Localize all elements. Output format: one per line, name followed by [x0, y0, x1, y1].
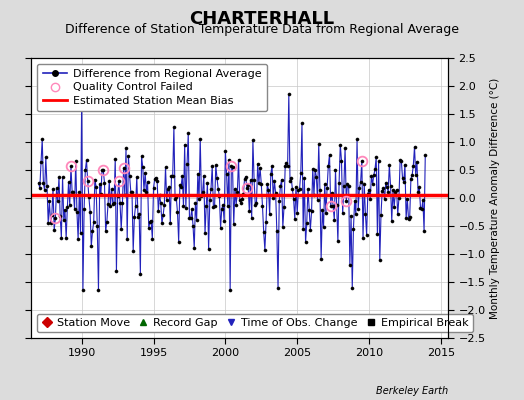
Legend: Station Move, Record Gap, Time of Obs. Change, Empirical Break: Station Move, Record Gap, Time of Obs. C…: [37, 314, 473, 332]
Text: Berkeley Earth: Berkeley Earth: [376, 386, 448, 396]
Text: Difference of Station Temperature Data from Regional Average: Difference of Station Temperature Data f…: [65, 23, 459, 36]
Text: CHARTERHALL: CHARTERHALL: [190, 10, 334, 28]
Y-axis label: Monthly Temperature Anomaly Difference (°C): Monthly Temperature Anomaly Difference (…: [490, 77, 500, 319]
